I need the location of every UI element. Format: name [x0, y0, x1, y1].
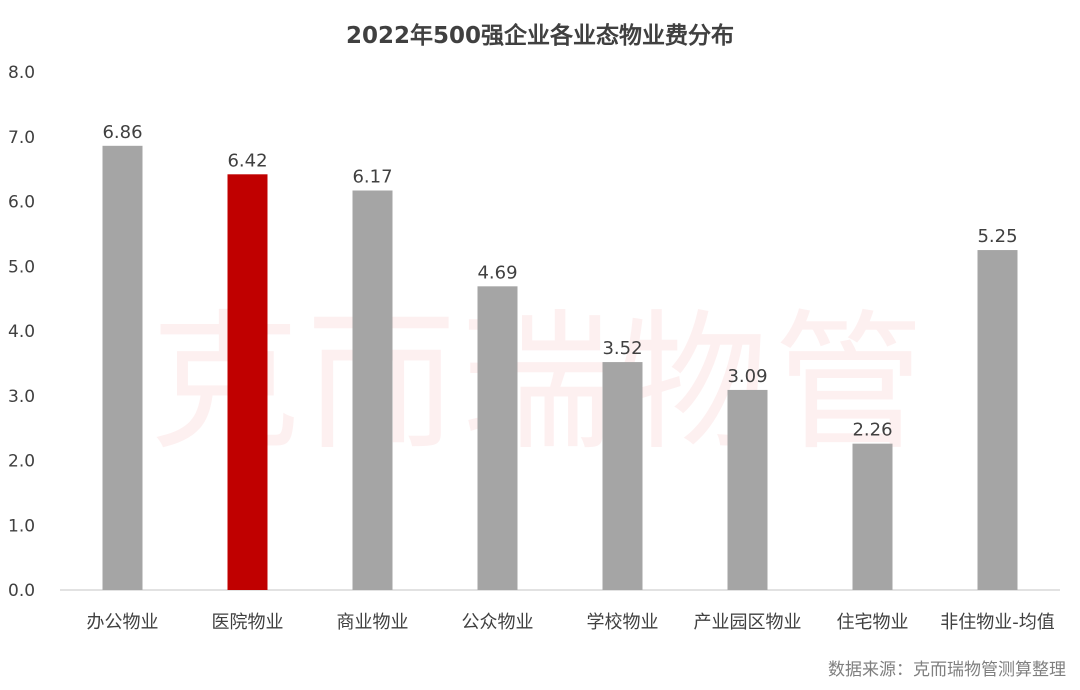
y-tick-label: 7.0 [8, 128, 35, 148]
bar [227, 174, 268, 590]
y-tick-label: 4.0 [8, 322, 35, 342]
bar [852, 443, 893, 590]
bar [977, 250, 1018, 590]
x-tick-label: 公众物业 [462, 612, 534, 633]
data-label: 5.25 [977, 226, 1017, 247]
source-note: 数据来源：克而瑞物管测算整理 [828, 660, 1066, 680]
x-tick-label: 办公物业 [87, 612, 159, 633]
x-tick-label: 产业园区物业 [694, 612, 802, 633]
bar [727, 389, 768, 590]
bar [352, 190, 393, 590]
chart-title: 2022年500强企业各业态物业费分布 [345, 23, 735, 49]
x-tick-label: 商业物业 [337, 612, 409, 633]
y-tick-label: 3.0 [8, 387, 35, 407]
watermark: 克而瑞物管 [150, 297, 931, 471]
y-tick-label: 8.0 [8, 63, 35, 83]
data-label: 6.86 [102, 122, 142, 143]
data-label: 4.69 [477, 262, 517, 283]
bar [477, 286, 518, 590]
x-tick-label: 住宅物业 [837, 612, 909, 633]
y-tick-label: 6.0 [8, 193, 35, 213]
data-label: 6.17 [352, 166, 392, 187]
y-tick-label: 0.0 [8, 581, 35, 601]
data-label: 3.52 [602, 338, 642, 359]
x-tick-label: 医院物业 [212, 612, 284, 633]
data-label: 6.42 [227, 150, 267, 171]
data-label: 3.09 [727, 366, 767, 387]
y-tick-label: 1.0 [8, 516, 35, 536]
bar [602, 362, 643, 590]
x-tick-label: 学校物业 [587, 612, 659, 633]
data-label: 2.26 [852, 420, 892, 441]
bar [102, 145, 143, 590]
y-tick-label: 5.0 [8, 257, 35, 277]
x-tick-label: 非住物业-均值 [940, 612, 1055, 633]
y-tick-label: 2.0 [8, 452, 35, 472]
